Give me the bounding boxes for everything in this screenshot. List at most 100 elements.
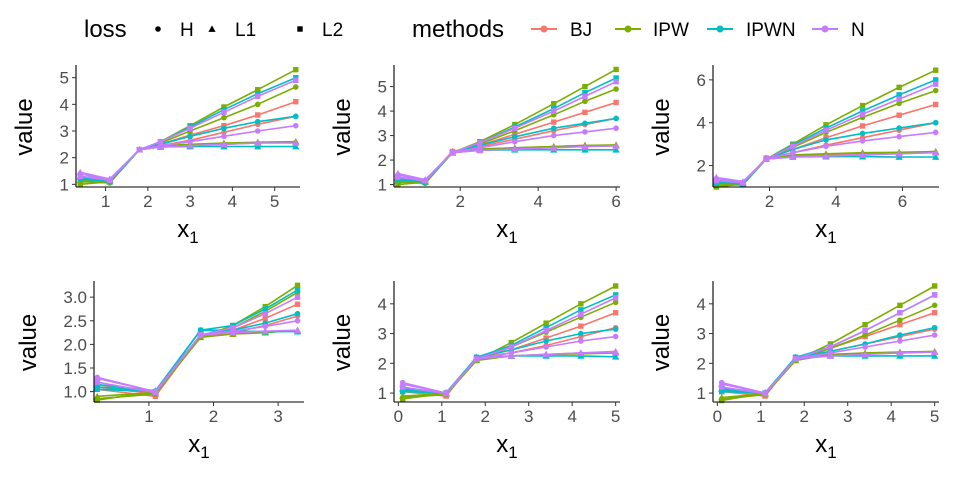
- data-point-IPWN-L1: [292, 142, 300, 150]
- data-point-IPWN-L1: [612, 146, 620, 153]
- data-point-IPW-L2: [399, 396, 406, 402]
- panel-2: 2 4 6 1 2 3 4 5 x1 value: [329, 65, 621, 247]
- y-tick-label: 4: [697, 295, 706, 314]
- data-point-IPW-L2: [551, 101, 557, 107]
- data-point-BJ-L2: [578, 323, 584, 329]
- data-point-N-L2: [94, 379, 100, 385]
- data-point-N-L2: [740, 180, 746, 186]
- x-tick-label: 3: [273, 407, 282, 426]
- x-axis-title: x1: [188, 431, 209, 462]
- data-point-N-L2: [77, 173, 83, 180]
- data-point-N-H: [582, 129, 588, 135]
- data-point-N-L1: [511, 145, 519, 152]
- data-point-IPW-L2: [613, 66, 619, 73]
- data-point-N-L2: [823, 127, 829, 133]
- data-point-N-L2: [551, 108, 557, 114]
- data-point-N-L2: [221, 109, 227, 116]
- data-point-BJ-L2: [897, 321, 903, 328]
- data-point-BJ-L2: [262, 315, 268, 322]
- data-point-IPW-H: [612, 299, 619, 306]
- y-axis-title: value: [11, 98, 38, 155]
- data-point-IPWN-L1: [931, 352, 939, 359]
- data-point-N-L2: [612, 295, 619, 301]
- x-tick-label: 2: [143, 192, 152, 211]
- data-point-IPW-L2: [827, 341, 834, 347]
- data-point-IPWN-H: [187, 133, 193, 140]
- x-tick-label: 3: [843, 407, 852, 426]
- data-point-IPWN-L1: [932, 153, 940, 160]
- data-point-N-L2: [508, 344, 515, 350]
- x-tick-label: 1: [101, 192, 110, 211]
- data-point-N-L2: [255, 93, 261, 100]
- data-point-IPWN-H: [294, 310, 301, 317]
- data-point-N-L2: [477, 140, 483, 146]
- y-tick-label: 1.0: [63, 383, 87, 402]
- data-point-N-L1: [261, 327, 269, 335]
- panel-4: 1 2 3 1.0 1.5 2.0 2.5 3.0 x1 value: [15, 281, 304, 462]
- data-point-IPWN-L2: [718, 388, 725, 395]
- data-point-IPW-L2: [859, 102, 866, 109]
- data-point-N-H: [932, 129, 939, 136]
- data-point-N-H: [613, 125, 619, 132]
- plot-area: [718, 283, 939, 404]
- data-point-N-L1: [292, 139, 300, 146]
- data-point-N-L2: [395, 174, 401, 180]
- data-point-N-L2: [107, 177, 113, 184]
- legend-label-method: IPWN: [746, 20, 796, 41]
- data-point-IPWN-L2: [543, 324, 549, 331]
- series-line-N-L2: [80, 79, 297, 182]
- legend-label-loss: H: [180, 20, 194, 41]
- data-point-N-L1: [254, 139, 262, 146]
- data-point-IPWN-L2: [294, 287, 301, 293]
- x-tick-label: 2: [481, 407, 490, 426]
- y-tick-label: 2: [697, 354, 706, 373]
- legend-label-method: N: [851, 20, 865, 41]
- data-point-IPW-L2: [255, 86, 261, 93]
- data-point-N-L2: [187, 125, 193, 132]
- series-line-IPWN-L1: [402, 355, 616, 394]
- data-point-N-H: [896, 133, 902, 140]
- data-point-N-L2: [294, 294, 301, 300]
- data-point-IPW-L2: [612, 283, 619, 289]
- data-point-N-H: [221, 133, 227, 140]
- data-point-BJ-L2: [931, 310, 938, 316]
- series-line-N-L1: [97, 329, 298, 393]
- data-point-IPW-H: [931, 302, 938, 309]
- data-point-BJ-L2: [255, 112, 261, 118]
- data-point-N-L2: [197, 332, 204, 338]
- legend-label-loss: L1: [235, 20, 256, 41]
- y-tick-label: 6: [697, 71, 706, 90]
- data-point-IPW-L2: [718, 397, 725, 404]
- data-point-IPW-H: [221, 114, 227, 121]
- plot-area: [94, 282, 302, 403]
- x-tick-label: 4: [886, 407, 895, 426]
- legend-key-point: [624, 25, 632, 33]
- legend-key-point: [540, 25, 548, 33]
- data-point-IPW-H: [254, 101, 261, 108]
- data-point-N-H: [187, 138, 193, 145]
- data-point-BJ-H: [221, 129, 227, 136]
- x-axis-title: x1: [815, 431, 836, 462]
- series-line-IPWN-L1: [721, 355, 935, 394]
- y-axis-title: value: [15, 314, 42, 371]
- data-point-N-L2: [763, 156, 769, 162]
- data-point-IPWN-L2: [932, 77, 939, 83]
- data-point-IPWN-H: [578, 330, 584, 337]
- data-point-N-L1: [896, 349, 904, 356]
- data-point-IPWN-H: [543, 338, 549, 344]
- x-tick-label: 2: [209, 407, 218, 426]
- data-point-N-L1: [293, 326, 302, 334]
- data-point-IPWN-H: [511, 133, 518, 140]
- y-tick-label: 1: [378, 176, 387, 195]
- x-tick-label: 2: [800, 407, 809, 426]
- data-point-N-H: [823, 143, 829, 150]
- x-tick-label: 3: [524, 407, 533, 426]
- data-point-BJ-L2: [612, 310, 619, 316]
- data-point-N-L2: [399, 384, 406, 390]
- x-tick-label: 5: [270, 192, 279, 211]
- data-point-N-L2: [713, 177, 720, 184]
- legend-key-point: [821, 25, 829, 33]
- legend: loss H L1 L2 methods BJ IPW IPWN N: [84, 16, 865, 43]
- data-point-N-H: [511, 138, 518, 145]
- data-point-IPW-L2: [931, 283, 938, 289]
